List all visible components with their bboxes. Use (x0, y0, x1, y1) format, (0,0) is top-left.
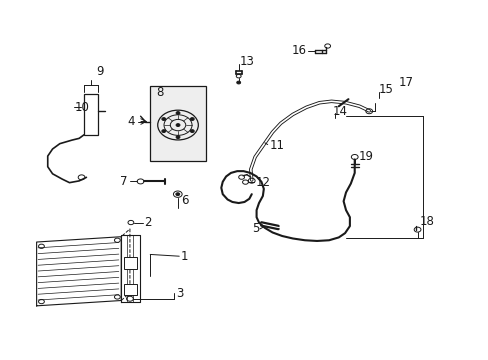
Text: 3: 3 (176, 287, 183, 300)
Bar (84, 94, 97, 135)
Text: 10: 10 (74, 101, 89, 114)
Text: 19: 19 (358, 150, 373, 163)
Circle shape (190, 130, 194, 132)
Circle shape (176, 136, 180, 139)
Circle shape (190, 118, 194, 121)
Text: 13: 13 (239, 55, 254, 68)
Bar (123, 257, 137, 269)
Text: 7: 7 (120, 175, 127, 188)
Text: 17: 17 (397, 76, 412, 89)
Text: 18: 18 (419, 215, 433, 228)
Circle shape (176, 123, 180, 126)
Text: 2: 2 (143, 216, 151, 229)
Circle shape (176, 112, 180, 114)
Text: 5: 5 (251, 222, 259, 235)
Bar (150, 86, 205, 161)
Text: 11: 11 (269, 139, 284, 152)
Text: 4: 4 (127, 115, 135, 128)
Text: 6: 6 (180, 194, 188, 207)
Text: 8: 8 (156, 86, 163, 99)
Circle shape (176, 193, 180, 195)
Text: 12: 12 (255, 176, 270, 189)
Text: 14: 14 (332, 105, 347, 118)
Text: 15: 15 (378, 83, 393, 96)
Text: 16: 16 (291, 44, 306, 57)
Circle shape (236, 81, 240, 84)
Text: 9: 9 (96, 66, 103, 78)
Circle shape (162, 130, 165, 132)
Text: 1: 1 (180, 250, 188, 263)
Circle shape (162, 118, 165, 121)
Bar (123, 284, 137, 295)
